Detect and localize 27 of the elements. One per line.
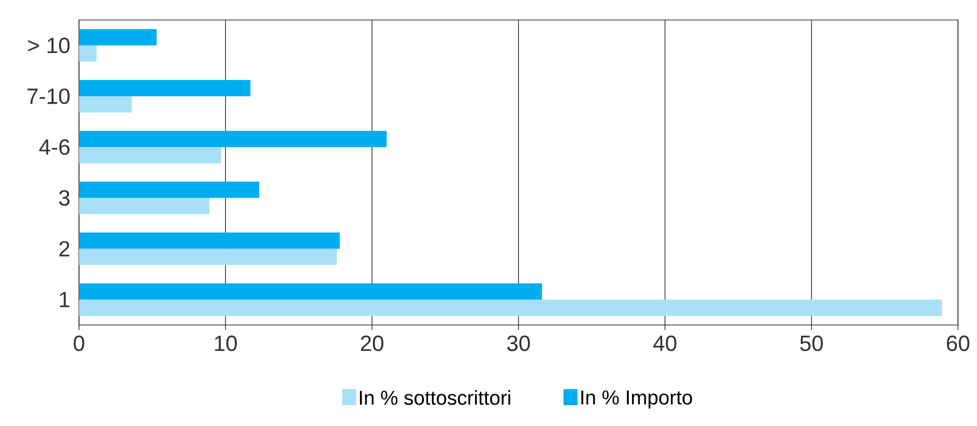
y-tick-label: 1 [60,292,70,308]
bar [79,182,260,198]
bar [79,80,250,96]
bar [79,96,132,113]
x-tick-label: 0 [74,336,84,352]
bar [79,198,210,214]
y-tick-label: 7-10 [28,88,70,104]
bar [79,147,222,164]
bar [79,130,387,148]
bar [79,248,337,266]
y-tick-label: 2 [59,241,70,256]
x-tick-label: 20 [360,336,384,352]
y-tick-label: 4-6 [39,139,70,155]
x-tick-label: 50 [800,336,823,352]
bar [79,300,942,316]
legend-label: In % sottoscrittori [360,390,510,405]
legend-label: In % Importo [581,390,692,409]
bar [79,45,97,62]
x-tick-label: 40 [653,336,676,352]
x-tick-label: 10 [214,336,237,352]
bar [79,283,542,300]
x-tick-label: 60 [946,336,970,352]
bar [79,232,340,249]
x-tick-label: 30 [507,336,530,352]
y-tick-label: > 10 [28,38,70,54]
bar [79,29,157,46]
y-tick-label: 3 [59,190,70,206]
